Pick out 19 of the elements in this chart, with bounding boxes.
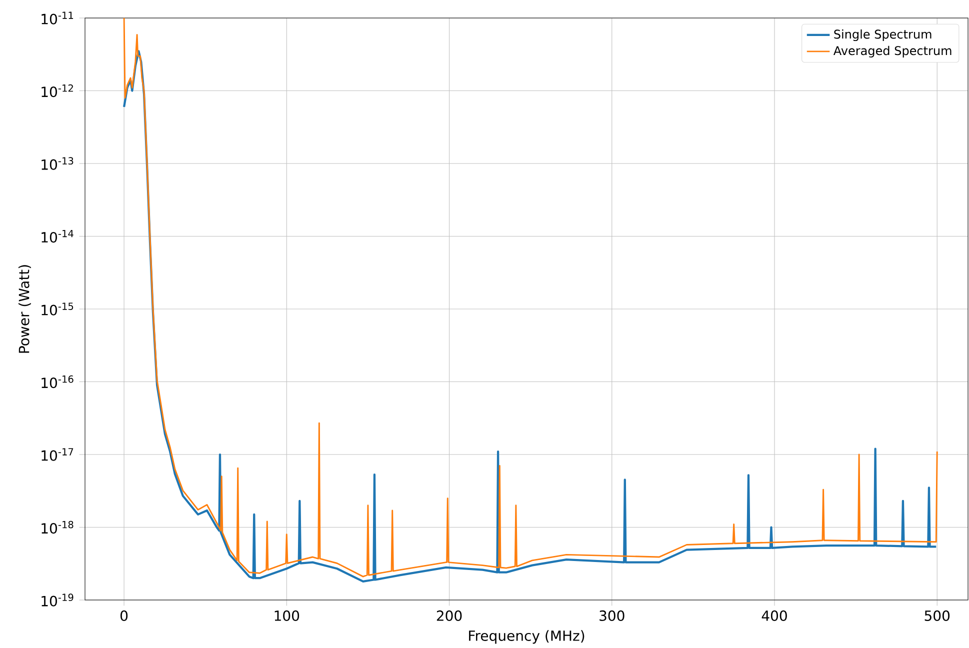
y-tick-label: 10$^{-13}$ [42,157,74,170]
legend-label: Averaged Spectrum [833,46,952,58]
y-tick-label: 10$^{-16}$ [42,375,74,388]
y-tick-label: 10$^{-15}$ [42,302,74,316]
legend-label: Single Spectrum [834,29,932,41]
x-tick-label: 400 [762,610,787,621]
y-tick-label: 10$^{-19}$ [42,594,74,606]
x-tick-label: 100 [274,610,300,621]
y-tick-label: 10$^{-17}$ [42,448,74,461]
y-tick-label: 10$^{-12}$ [42,84,73,98]
y-axis-title: Power (Watt) [18,265,31,353]
y-tick-label: 10$^{-18}$ [42,520,74,534]
x-tick-label: 200 [436,610,462,621]
x-axis-title: Frequency (MHz) [469,630,584,644]
x-tick-label: 300 [600,610,624,621]
y-tick-label: 10$^{-11}$ [42,12,74,24]
x-tick-label: 0 [120,610,128,621]
x-tick-label: 500 [924,610,950,621]
y-tick-label: 10$^{-14}$ [42,230,74,243]
